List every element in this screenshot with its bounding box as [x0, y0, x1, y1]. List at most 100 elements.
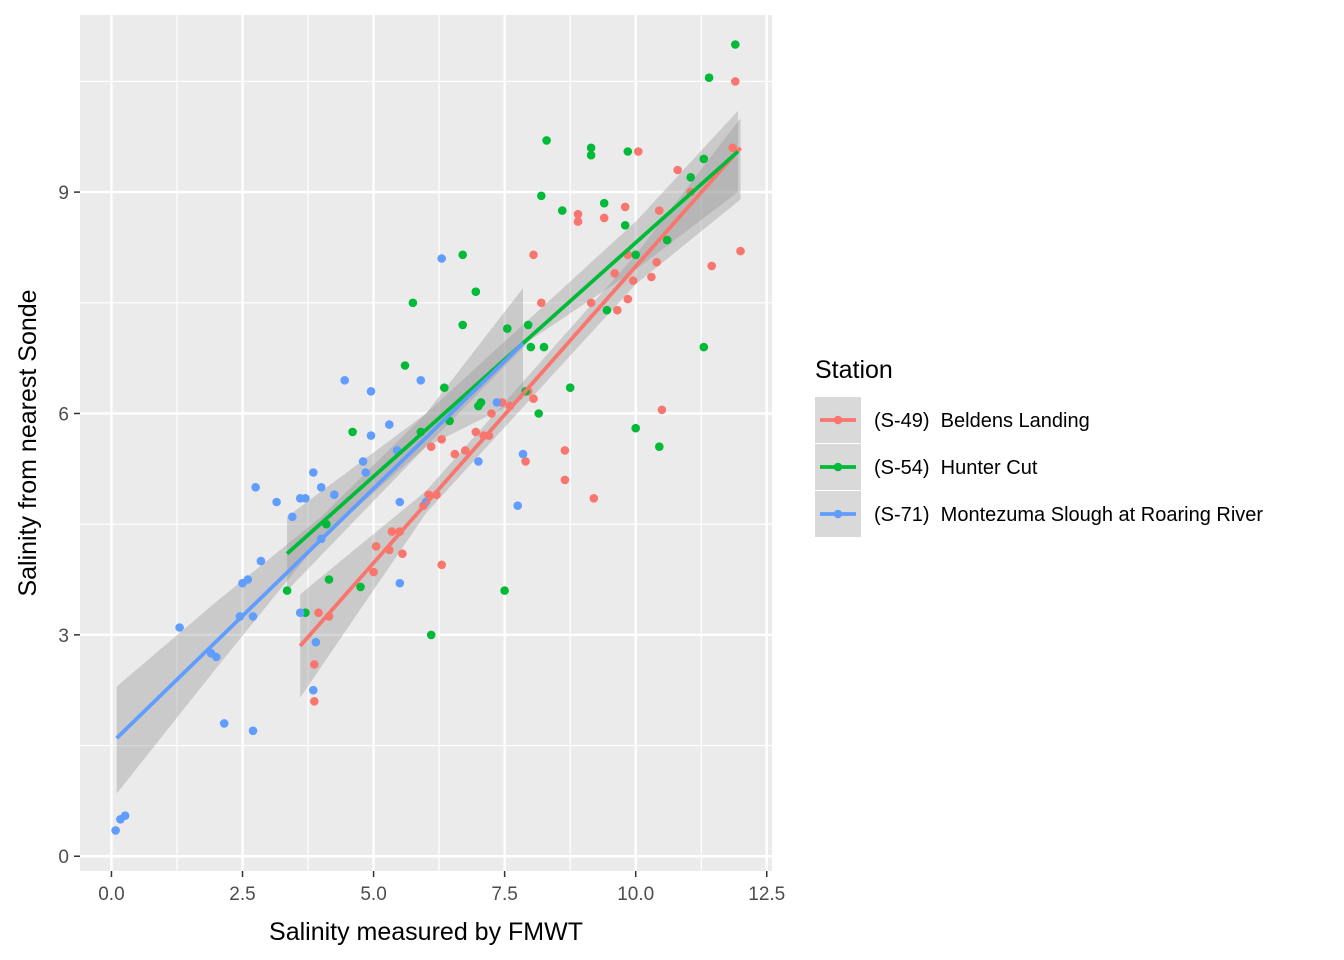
data-point: [610, 269, 619, 278]
data-point: [586, 150, 596, 160]
data-point: [309, 685, 318, 695]
data-point: [461, 446, 470, 455]
data-point: [219, 719, 229, 728]
data-point: [613, 305, 622, 315]
data-point: [589, 494, 599, 503]
data-point: [356, 582, 365, 592]
data-point: [565, 383, 575, 393]
data-point: [366, 387, 376, 396]
data-point: [560, 475, 570, 485]
x-tick-label: 5.0: [360, 884, 386, 905]
x-tick-label: 7.5: [491, 884, 517, 905]
data-point: [623, 294, 633, 304]
data-point: [521, 457, 530, 466]
data-point: [408, 298, 418, 308]
data-point: [620, 221, 630, 230]
data-point: [440, 383, 449, 393]
y-axis: 0 3 6 9: [58, 183, 80, 868]
data-point: [340, 376, 350, 385]
data-point: [310, 660, 319, 669]
data-point: [539, 342, 549, 352]
data-point: [673, 165, 682, 175]
y-tick-label: 9: [58, 183, 69, 204]
data-point: [652, 257, 661, 267]
data-point: [395, 578, 405, 588]
data-point: [251, 483, 260, 492]
data-point: [707, 261, 716, 271]
data-point: [324, 575, 334, 584]
data-point: [503, 324, 512, 333]
data-point: [282, 586, 292, 595]
data-point: [369, 567, 378, 577]
data-point: [500, 586, 509, 595]
data-point: [476, 398, 486, 407]
data-point: [728, 143, 737, 153]
data-point: [655, 442, 664, 452]
data-point: [487, 409, 496, 418]
data-point: [537, 298, 546, 308]
y-axis-title: Salinity from nearest Sonde: [14, 289, 42, 596]
data-point: [628, 276, 638, 286]
x-tick-label: 0.0: [98, 884, 124, 905]
data-points: [111, 40, 745, 835]
data-point: [366, 431, 376, 440]
data-point: [573, 217, 583, 226]
data-point: [175, 623, 184, 632]
x-axis: 0.0 2.5 5.0 7.5 10.0 12.5: [98, 871, 785, 905]
fit-line: [115, 342, 525, 740]
data-point: [248, 612, 258, 621]
data-point: [634, 147, 643, 156]
data-point: [655, 206, 664, 215]
data-point: [361, 468, 371, 477]
legend-key-point: [833, 462, 843, 472]
data-point: [560, 446, 570, 455]
data-point: [731, 40, 740, 49]
fit-lines: [115, 146, 742, 740]
data-point: [471, 427, 481, 437]
data-point: [400, 361, 410, 370]
y-tick-label: 0: [58, 847, 69, 868]
grid-minor: [80, 15, 772, 871]
data-point: [492, 398, 502, 407]
data-point: [309, 468, 318, 477]
data-point: [330, 490, 339, 500]
data-point: [437, 435, 447, 444]
data-point: [243, 575, 253, 584]
data-point: [558, 206, 567, 215]
legend-title: Station: [815, 356, 893, 384]
data-point: [586, 143, 596, 153]
data-point: [371, 542, 381, 551]
data-point: [426, 442, 436, 452]
data-point: [586, 298, 596, 308]
x-tick-label: 10.0: [617, 884, 654, 905]
legend: Station (S-49) Beldens Landing (S-54) Hun…: [815, 356, 1263, 537]
data-point: [529, 394, 538, 404]
data-point: [385, 420, 394, 429]
data-point: [620, 202, 630, 212]
data-point: [311, 637, 321, 647]
x-tick-label: 12.5: [748, 884, 785, 905]
data-point: [518, 449, 528, 459]
data-point: [248, 726, 258, 736]
data-point: [358, 457, 368, 466]
x-tick-label: 2.5: [229, 884, 255, 905]
data-point: [662, 235, 672, 245]
data-point: [310, 697, 319, 706]
data-point: [537, 191, 546, 201]
data-point: [458, 320, 468, 330]
legend-key-point: [833, 415, 843, 425]
data-point: [699, 154, 709, 164]
data-point: [513, 501, 522, 511]
data-point: [212, 652, 221, 662]
data-point: [631, 423, 640, 433]
fit-line: [298, 146, 742, 648]
data-point: [111, 826, 120, 835]
data-point: [573, 209, 583, 219]
data-point: [395, 497, 405, 507]
data-point: [542, 136, 551, 145]
data-point: [437, 560, 447, 570]
data-point: [416, 376, 426, 385]
data-point: [450, 449, 460, 459]
data-point: [534, 409, 543, 418]
data-point: [398, 549, 407, 558]
